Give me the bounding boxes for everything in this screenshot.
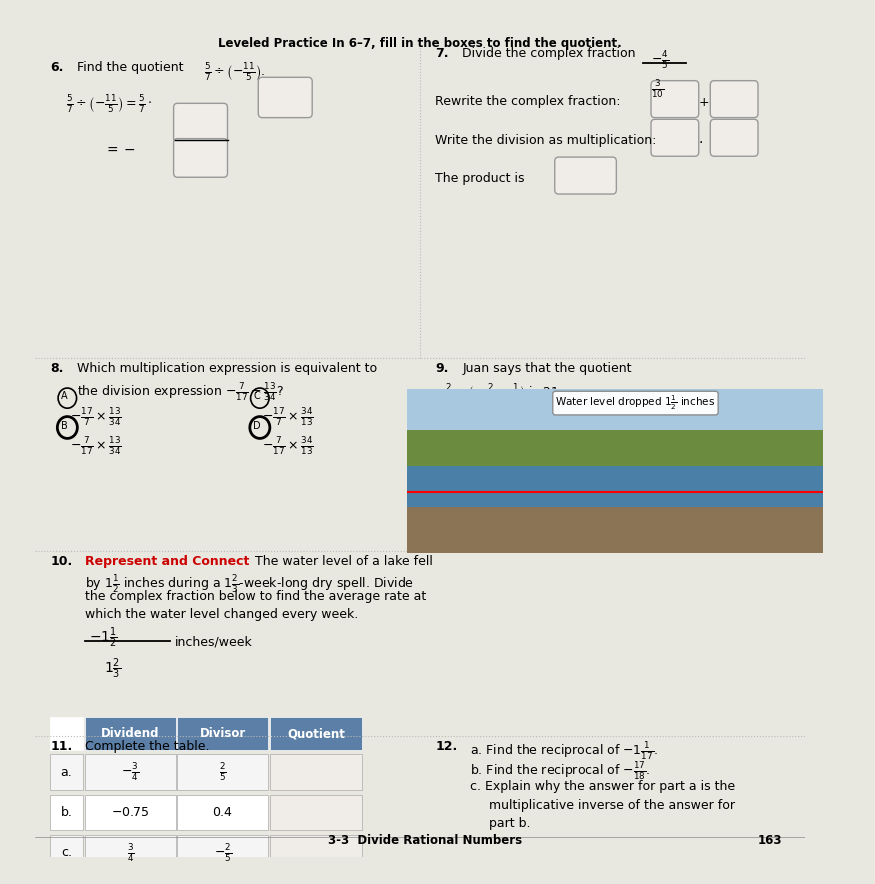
Text: 7.: 7. — [436, 47, 449, 60]
FancyBboxPatch shape — [178, 754, 269, 790]
Text: $-\frac{2}{7} \div \left(-\frac{2}{21} \div \frac{1}{7}\right)$ is 21.: $-\frac{2}{7} \div \left(-\frac{2}{21} \… — [436, 382, 564, 404]
FancyBboxPatch shape — [85, 754, 176, 790]
Text: Find the quotient: Find the quotient — [77, 61, 188, 74]
FancyBboxPatch shape — [51, 834, 83, 871]
Text: 6.: 6. — [51, 61, 64, 74]
Text: $\frac{3}{4}$: $\frac{3}{4}$ — [127, 842, 134, 864]
Text: the complex fraction below to find the average rate at: the complex fraction below to find the a… — [85, 591, 426, 604]
FancyBboxPatch shape — [51, 754, 83, 790]
Text: Leveled Practice In 6–7, fill in the boxes to find the quotient.: Leveled Practice In 6–7, fill in the box… — [218, 37, 622, 50]
FancyBboxPatch shape — [258, 77, 312, 118]
FancyBboxPatch shape — [270, 795, 362, 830]
FancyBboxPatch shape — [173, 139, 228, 177]
FancyBboxPatch shape — [270, 717, 362, 750]
Text: 163: 163 — [758, 834, 782, 847]
Text: 11.: 11. — [51, 740, 73, 753]
FancyBboxPatch shape — [85, 717, 176, 750]
Text: $-0.75$: $-0.75$ — [111, 806, 150, 819]
Text: the division expression $-\frac{7}{17} \div \frac{13}{34}$?: the division expression $-\frac{7}{17} \… — [77, 381, 284, 403]
Text: 3-3  Divide Rational Numbers: 3-3 Divide Rational Numbers — [327, 834, 522, 847]
FancyBboxPatch shape — [178, 795, 269, 830]
Text: A: A — [61, 392, 67, 401]
FancyBboxPatch shape — [85, 795, 176, 830]
Text: $1\frac{2}{3}$: $1\frac{2}{3}$ — [104, 657, 122, 681]
Text: a. What is the correct quotient?: a. What is the correct quotient? — [436, 406, 634, 419]
FancyBboxPatch shape — [173, 103, 228, 142]
FancyBboxPatch shape — [555, 157, 616, 194]
Text: 9.: 9. — [436, 362, 449, 375]
Text: $0.4$: $0.4$ — [213, 806, 234, 819]
Text: inches/week: inches/week — [175, 636, 253, 649]
Text: $-\frac{3}{4}$: $-\frac{3}{4}$ — [122, 761, 139, 783]
Text: Rewrite the complex fraction:: Rewrite the complex fraction: — [436, 95, 621, 108]
FancyBboxPatch shape — [178, 717, 269, 750]
Text: b. What mistake did Juan likely make?: b. What mistake did Juan likely make? — [436, 426, 674, 438]
Text: a. Find the reciprocal of $-1\frac{1}{17}$.: a. Find the reciprocal of $-1\frac{1}{17… — [470, 740, 658, 762]
Text: $+$: $+$ — [698, 95, 710, 109]
Text: by $1\frac{1}{2}$ inches during a $1\frac{2}{3}$-week-long dry spell. Divide: by $1\frac{1}{2}$ inches during a $1\fra… — [85, 573, 414, 595]
Text: $-\frac{2}{5}$: $-\frac{2}{5}$ — [214, 842, 232, 864]
Text: Represent and Connect: Represent and Connect — [85, 555, 249, 568]
Text: which the water level changed every week.: which the water level changed every week… — [85, 608, 358, 621]
Text: Quotient: Quotient — [287, 728, 345, 740]
Text: Juan says that the quotient: Juan says that the quotient — [462, 362, 632, 375]
Text: $\frac{3}{10}$: $\frac{3}{10}$ — [651, 78, 664, 100]
Text: Complete the table.: Complete the table. — [85, 740, 209, 753]
Text: Divide the complex fraction: Divide the complex fraction — [462, 47, 636, 60]
FancyBboxPatch shape — [270, 754, 362, 790]
FancyBboxPatch shape — [178, 834, 269, 871]
FancyBboxPatch shape — [710, 80, 758, 118]
FancyBboxPatch shape — [85, 834, 176, 871]
Text: $\frac{2}{5}$: $\frac{2}{5}$ — [219, 761, 227, 783]
Text: Water level dropped $1\frac{1}{2}$ inches: Water level dropped $1\frac{1}{2}$ inche… — [556, 394, 716, 412]
Text: D: D — [253, 421, 261, 431]
Text: 8.: 8. — [51, 362, 64, 375]
FancyBboxPatch shape — [51, 717, 83, 750]
Text: $-\frac{7}{17} \times \frac{34}{13}$: $-\frac{7}{17} \times \frac{34}{13}$ — [262, 435, 314, 457]
Text: $-\frac{17}{7} \times \frac{34}{13}$: $-\frac{17}{7} \times \frac{34}{13}$ — [262, 406, 314, 428]
Text: b.: b. — [60, 806, 73, 819]
Text: The water level of a lake fell: The water level of a lake fell — [250, 555, 432, 568]
Text: multiplicative inverse of the answer for: multiplicative inverse of the answer for — [489, 799, 735, 812]
FancyBboxPatch shape — [51, 795, 83, 830]
Text: $-\frac{17}{7} \times \frac{13}{34}$: $-\frac{17}{7} \times \frac{13}{34}$ — [70, 406, 122, 428]
Bar — [407, 466, 822, 512]
Text: $\cdot$: $\cdot$ — [698, 133, 703, 148]
Text: Which multiplication expression is equivalent to: Which multiplication expression is equiv… — [77, 362, 377, 375]
Text: b. Find the reciprocal of $-\frac{17}{18}$.: b. Find the reciprocal of $-\frac{17}{18… — [470, 760, 651, 782]
Text: Divisor: Divisor — [200, 728, 246, 740]
FancyBboxPatch shape — [710, 119, 758, 156]
Text: The product is: The product is — [436, 172, 525, 186]
Text: C: C — [254, 392, 260, 401]
Text: $= -$: $= -$ — [104, 142, 136, 156]
Text: $-\frac{7}{17} \times \frac{13}{34}$: $-\frac{7}{17} \times \frac{13}{34}$ — [70, 435, 122, 457]
Text: a.: a. — [60, 766, 73, 779]
Bar — [407, 430, 822, 470]
Text: 12.: 12. — [436, 740, 458, 753]
Text: $-\frac{4}{5}$: $-\frac{4}{5}$ — [651, 49, 669, 71]
Text: $\frac{5}{7} \div \left(-\frac{11}{5}\right).$: $\frac{5}{7} \div \left(-\frac{11}{5}\ri… — [205, 61, 266, 83]
Text: Dividend: Dividend — [102, 728, 160, 740]
Bar — [407, 389, 822, 438]
Text: 10.: 10. — [51, 555, 73, 568]
Text: $\frac{5}{7} \div \left(-\frac{11}{5}\right) = \frac{5}{7} \cdot$: $\frac{5}{7} \div \left(-\frac{11}{5}\ri… — [66, 94, 152, 115]
Text: B: B — [61, 421, 67, 431]
FancyBboxPatch shape — [651, 119, 699, 156]
FancyBboxPatch shape — [270, 834, 362, 871]
Text: c. Explain why the answer for part a is the: c. Explain why the answer for part a is … — [470, 781, 735, 793]
Text: $-1\frac{1}{2}$: $-1\frac{1}{2}$ — [89, 626, 117, 650]
Bar — [407, 507, 822, 552]
Text: part b.: part b. — [489, 817, 531, 830]
FancyBboxPatch shape — [651, 80, 699, 118]
Text: Write the division as multiplication:: Write the division as multiplication: — [436, 133, 657, 147]
Text: c.: c. — [61, 846, 72, 859]
